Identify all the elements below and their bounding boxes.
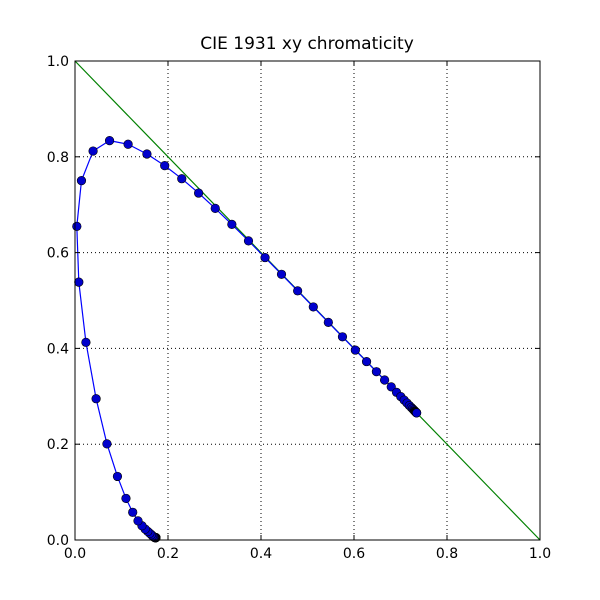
data-point [371,367,382,377]
y-tick-label: 0.2 [47,437,69,453]
data-point [72,221,82,231]
data-point [276,269,287,279]
x-tick-label: 0.2 [157,546,179,562]
data-point [308,302,318,312]
data-point [123,139,133,149]
data-point [102,439,112,449]
data-point [177,174,187,184]
y-tick-label: 0.0 [47,533,69,549]
data-point [133,516,143,526]
y-tick-label: 1.0 [47,54,69,70]
data-point [128,507,138,517]
data-point [337,332,348,342]
x-tick-label: 0.8 [436,546,458,562]
x-tick-label: 0.4 [250,546,272,562]
data-point [74,277,84,287]
data-point [121,493,131,504]
data-point [104,136,115,146]
data-point [76,176,87,186]
chart-title: CIE 1931 xy chromaticity [200,34,414,54]
data-point [293,286,303,296]
data-point [210,203,220,213]
y-tick-label: 0.6 [47,246,69,262]
data-point [350,345,360,355]
data-point [379,375,390,385]
data-point [81,337,91,347]
data-point [193,188,204,198]
data-point [361,356,372,367]
y-tick-label: 0.8 [47,150,69,166]
data-point [88,146,98,156]
plot-frame [74,60,541,541]
data-point [243,236,254,246]
data-point [142,149,152,159]
x-tick-label: 1.0 [529,546,551,562]
x-tick-label: 0.6 [343,546,365,562]
data-point [323,317,333,327]
data-point [112,471,123,482]
data-point [160,161,170,171]
plot-area: 0.0 0.2 0.4 0.6 0.8 1.0 0.0 0.2 0.4 0.6 0.8 1.0 [47,54,551,562]
data-point [91,394,101,404]
data-point [260,252,270,263]
data-point [227,219,237,229]
data-point [412,408,422,418]
y-tick-label: 0.4 [47,341,69,357]
x-tick-label: 0.0 [64,546,86,562]
